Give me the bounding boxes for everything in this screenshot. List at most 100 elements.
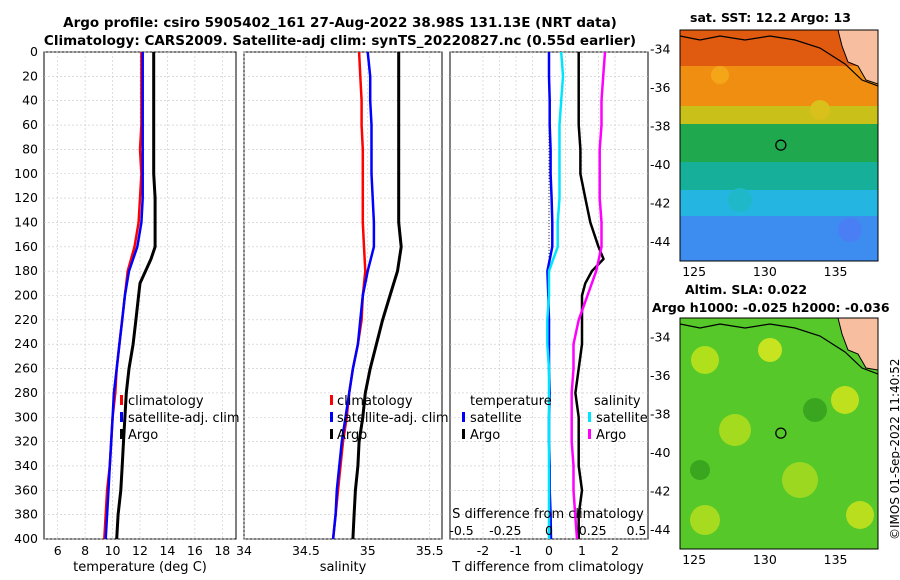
difference-legend-temperature: temperature satellite Argo [462, 394, 552, 443]
x-tick-label: 12 [132, 543, 148, 558]
legend-swatch-satellite [120, 412, 123, 422]
x-tick-label: 14 [159, 543, 175, 558]
sst-map [680, 30, 878, 261]
sla-map-title-1: Altim. SLA: 0.022 [685, 282, 808, 297]
map-lon-label: 125 [682, 264, 706, 279]
series-line-satellite-adj-clim [104, 52, 144, 539]
sla-patch [846, 501, 874, 529]
legend-swatch-argo [120, 429, 123, 439]
map-lat-label: -36 [650, 368, 670, 383]
sla-map-title-2: Argo h1000: -0.025 h2000: -0.036 [652, 300, 890, 315]
y-tick-label: 140 [14, 214, 38, 229]
map-lat-label: -34 [650, 41, 670, 56]
sst-band [680, 106, 878, 124]
sst-land [837, 30, 878, 85]
sst-patch [810, 100, 830, 120]
sla-map [680, 318, 878, 549]
sla-map-frame [679, 317, 879, 550]
series-line-salinity-satellite [546, 52, 565, 539]
sst-patch [711, 66, 729, 84]
sla-patch [758, 338, 782, 362]
x-tick-label: 8 [81, 543, 89, 558]
x2-tick-label: 0.5 [627, 523, 647, 538]
y-tick-label: 220 [14, 312, 38, 327]
map-lat-label: -38 [650, 406, 670, 421]
legend-swatch-s-argo [588, 429, 591, 439]
y-tick-label: 400 [14, 531, 38, 546]
sst-argo-marker [775, 139, 787, 151]
y-tick-label: 20 [22, 68, 38, 83]
map-lat-label: -40 [650, 445, 670, 460]
x-tick-label: 0 [545, 543, 553, 558]
sla-argo-marker [775, 427, 787, 439]
y-tick-label: 240 [14, 336, 38, 351]
y-tick-label: 340 [14, 458, 38, 473]
plot-title-line1: Argo profile: csiro 5905402_161 27-Aug-2… [63, 15, 617, 31]
salinity-legend: climatology satellite-adj. clim Argo [330, 394, 449, 443]
y-tick-label: 0 [30, 44, 38, 59]
map-lon-label: 135 [824, 264, 848, 279]
legend-label-s-satellite: satellite [596, 411, 648, 426]
x-tick-label: 10 [105, 543, 121, 558]
x-tick-label: -1 [510, 543, 522, 558]
map-lon-label: 135 [824, 552, 848, 567]
sst-patch [838, 218, 862, 242]
sst-band [680, 124, 878, 162]
map-lon-label: 130 [753, 264, 777, 279]
sst-band [680, 190, 878, 216]
sst-map-frame [679, 29, 879, 262]
x-tick-label: 35.5 [416, 543, 444, 558]
x2-tick-label: 0 [545, 523, 553, 538]
map-lon-label: 130 [753, 552, 777, 567]
y-tick-label: 180 [14, 263, 38, 278]
sst-front-contour [680, 35, 878, 87]
sst-patch [728, 188, 752, 212]
x2-tick-label: 0.25 [579, 523, 607, 538]
y-tick-label: 160 [14, 239, 38, 254]
legend-label-t-argo: Argo [470, 428, 500, 443]
map-lat-label: -42 [650, 483, 670, 498]
legend-swatch-argo [330, 429, 333, 439]
temperature-legend: climatology satellite-adj. clim Argo [120, 394, 240, 443]
x-tick-label: 34.5 [292, 543, 320, 558]
y-tick-label: 60 [22, 117, 38, 132]
map-lat-label: -44 [650, 234, 670, 249]
legend-label-satellite: satellite-adj. clim [128, 411, 240, 426]
x-tick-label: 35 [360, 543, 376, 558]
y-tick-label: 300 [14, 409, 38, 424]
series-line-satellite-adj-clim [331, 52, 376, 539]
map-lat-label: -44 [650, 522, 670, 537]
sla-patch [690, 460, 710, 480]
sla-patch [782, 462, 818, 498]
y-tick-label: 120 [14, 190, 38, 205]
y-tick-label: 80 [22, 141, 38, 156]
map-lat-label: -42 [650, 195, 670, 210]
sst-band [680, 162, 878, 190]
series-line-salinity-argo [570, 52, 607, 539]
y-tick-label: 200 [14, 288, 38, 303]
x2-tick-label: -0.5 [449, 523, 473, 538]
sla-patch [690, 505, 720, 535]
x-tick-label: 2 [611, 543, 619, 558]
salinity-axis-label: salinity [320, 560, 367, 575]
legend-label-argo: Argo [128, 428, 158, 443]
legend-swatch-s-satellite [588, 412, 591, 422]
y-tick-label: 320 [14, 434, 38, 449]
x-tick-label: 34 [236, 543, 252, 558]
legend-swatch-satellite [330, 412, 333, 422]
sla-land [837, 318, 878, 371]
y-tick-label: 260 [14, 361, 38, 376]
legend-heading-salinity: salinity [594, 394, 641, 409]
legend-swatch-t-satellite [462, 412, 465, 422]
legend-swatch-climatology [330, 395, 333, 405]
y-tick-label: 100 [14, 166, 38, 181]
legend-label-t-satellite: satellite [470, 411, 522, 426]
t-difference-axis-label: T difference from climatology [451, 560, 644, 575]
sst-band [680, 66, 878, 106]
x-tick-label: 6 [54, 543, 62, 558]
y-tick-label: 280 [14, 385, 38, 400]
legend-label-s-argo: Argo [596, 428, 626, 443]
x-tick-label: -2 [477, 543, 489, 558]
legend-swatch-climatology [120, 395, 123, 405]
